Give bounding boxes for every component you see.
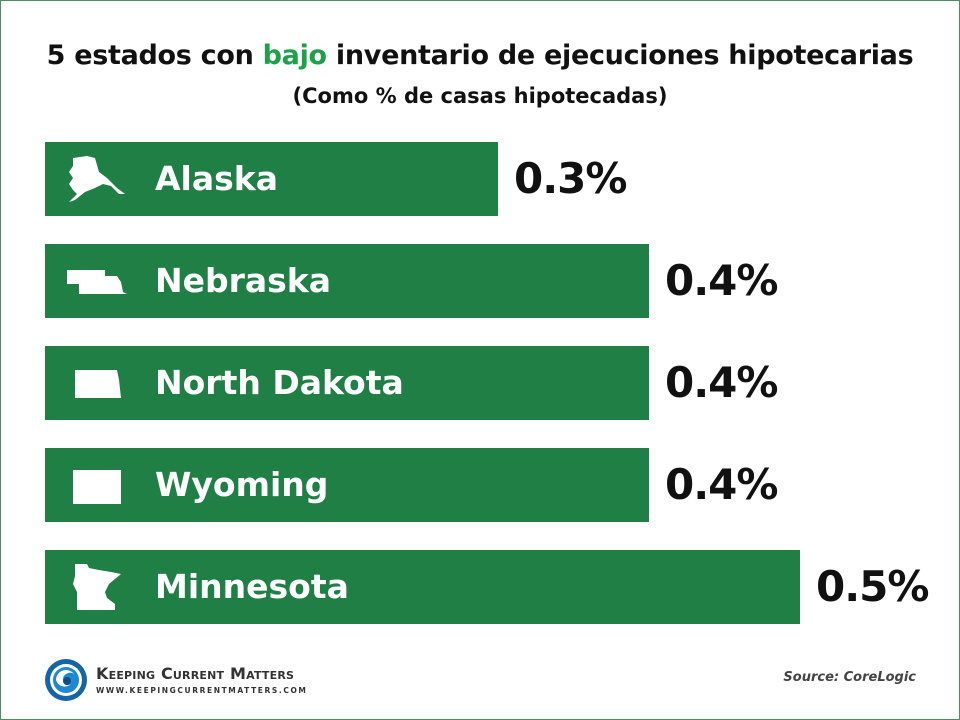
bar-north-dakota: North Dakota [45, 346, 649, 420]
value-label: 0.4% [665, 460, 778, 509]
chart-title: 5 estados con bajo inventario de ejecuci… [0, 40, 960, 71]
value-label: 0.4% [665, 256, 778, 305]
north-dakota-icon [75, 370, 121, 398]
bar-minnesota: Minnesota [45, 550, 800, 624]
bar-wyoming: Wyoming [45, 448, 649, 522]
bar-label: Nebraska [155, 261, 332, 300]
minnesota-icon [73, 564, 121, 610]
value-label: 0.3% [514, 154, 627, 203]
logo-name: Keeping Current Matters [96, 664, 295, 683]
bar-label: Minnesota [155, 567, 349, 606]
title-part-3: inventario de ejecuciones hipotecarias [326, 40, 914, 71]
bar-label: Alaska [155, 159, 278, 198]
bar-alaska: Alaska [45, 142, 498, 216]
value-label: 0.5% [816, 562, 929, 611]
source-note: Source: CoreLogic [783, 670, 916, 685]
nebraska-icon [67, 270, 127, 294]
bar-nebraska: Nebraska [45, 244, 649, 318]
bar-label: Wyoming [155, 465, 329, 504]
value-label: 0.4% [665, 358, 778, 407]
bar-label: North Dakota [155, 363, 404, 402]
kcm-logo: Keeping Current Matters WWW.KEEPINGCURRE… [44, 658, 314, 702]
alaska-icon [69, 156, 125, 202]
title-part-1: 5 estados con [46, 40, 263, 71]
logo-url: WWW.KEEPINGCURRENTMATTERS.COM [96, 686, 308, 695]
chart-subtitle: (Como % de casas hipotecadas) [292, 84, 668, 108]
kcm-swirl-icon [45, 659, 87, 701]
title-highlight: bajo [262, 40, 327, 71]
wyoming-icon [73, 470, 121, 504]
